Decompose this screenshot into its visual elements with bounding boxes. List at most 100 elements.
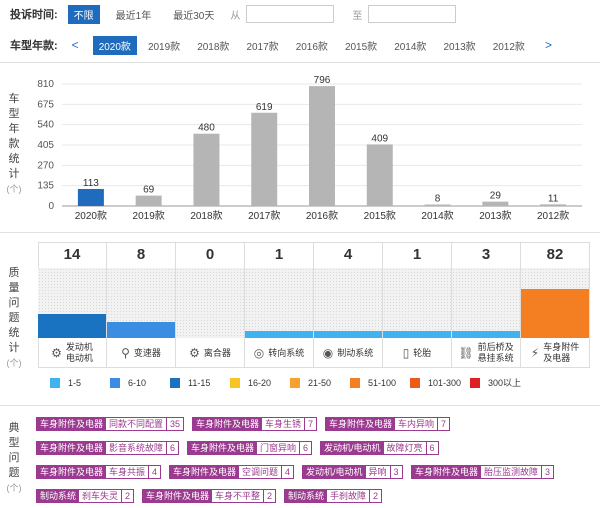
year-chart-label: 车 型 年 款 统 计 (个) <box>6 92 22 197</box>
typical-problem-tag[interactable]: 车身附件及电器 胎压监测故障 3 <box>411 465 555 479</box>
bar[interactable] <box>540 204 567 206</box>
category-name: 轮胎 <box>413 347 432 358</box>
category-icon: ⛓ <box>458 345 474 360</box>
time-option-30-days[interactable]: 最近30天 <box>173 10 215 22</box>
from-label: 从 <box>230 10 241 22</box>
time-option-1-year[interactable]: 最近1年 <box>115 10 152 22</box>
label-char: 统 <box>8 153 20 165</box>
tag-count: 7 <box>304 418 317 430</box>
quality-category[interactable]: 8 ⚲ 变速器 <box>107 242 176 368</box>
legend-label: 1-5 <box>68 377 82 388</box>
quality-category[interactable]: 1 ▯ 轮胎 <box>383 242 452 368</box>
category-icon: ⚲ <box>121 345 130 360</box>
quality-category[interactable]: 3 ⛓ 前后桥及 悬挂系统 <box>452 242 521 368</box>
year-option-2018[interactable]: 2018款 <box>197 41 230 53</box>
x-tick-label: 2012款 <box>537 209 569 222</box>
typical-problem-tag[interactable]: 制动系统 刹车失灵 2 <box>36 489 135 503</box>
category-count: 1 <box>412 246 422 263</box>
typical-problem-tag[interactable]: 车身附件及电器 同款不同配置 35 <box>36 417 185 431</box>
tag-name: 车身共振 <box>106 466 149 478</box>
tag-count: 2 <box>263 490 276 502</box>
category-fill-area <box>107 268 175 338</box>
category-name: 转向系统 <box>268 347 305 358</box>
tag-category: 车身附件及电器 <box>412 466 482 478</box>
tag-count: 6 <box>166 442 179 454</box>
bar[interactable] <box>424 204 451 207</box>
category-fill-bar <box>107 321 175 338</box>
legend-label: 300以上 <box>488 378 522 388</box>
tag-name: 车身不平整 <box>212 490 264 502</box>
year-option-2012[interactable]: 2012款 <box>492 41 525 53</box>
divider <box>0 62 600 63</box>
time-filter-row: 投诉时间: 不限 最近1年 最近30天 从 至 <box>10 4 457 24</box>
typical-problem-tag[interactable]: 发动机/电动机 异响 3 <box>302 465 403 479</box>
legend-item: 300以上 <box>470 376 530 389</box>
typical-problem-tag[interactable]: 车身附件及电器 车身不平整 2 <box>142 489 277 503</box>
typical-problem-tag[interactable]: 车身附件及电器 门窗异响 6 <box>187 441 313 455</box>
y-tick-label: 135 <box>37 181 54 192</box>
typical-problem-tag[interactable]: 车身附件及电器 空调问题 4 <box>169 465 295 479</box>
quality-label: 质 量 问 题 统 计 (个) <box>6 266 22 371</box>
typical-problem-tag[interactable]: 车身附件及电器 车身共振 4 <box>36 465 162 479</box>
category-fill-area <box>383 268 451 338</box>
legend-item: 101-300 <box>410 376 470 389</box>
legend-label: 101-300 <box>428 377 462 388</box>
quality-category[interactable]: 82 ⚡ 车身附件 及电器 <box>521 242 590 368</box>
year-option-2013[interactable]: 2013款 <box>443 41 476 53</box>
bar-value-label: 409 <box>371 133 388 144</box>
tag-name: 刹车失灵 <box>79 490 122 502</box>
bar-value-label: 29 <box>490 191 502 202</box>
typical-problem-tag[interactable]: 车身附件及电器 车身生锈 7 <box>192 417 318 431</box>
time-option-all[interactable]: 不限 <box>67 4 100 24</box>
category-fill-area <box>314 268 382 338</box>
legend-label: 6-10 <box>128 377 147 388</box>
category-count: 8 <box>136 246 146 263</box>
bar[interactable] <box>482 201 509 206</box>
y-tick-label: 675 <box>37 99 54 110</box>
bar-value-label: 619 <box>256 102 273 113</box>
x-tick-label: 2013款 <box>479 209 511 222</box>
legend-item: 6-10 <box>110 376 170 389</box>
next-year-arrow[interactable]: > <box>544 38 552 52</box>
category-fill-area <box>38 268 106 338</box>
tag-category: 制动系统 <box>285 490 328 502</box>
tag-category: 车身附件及电器 <box>326 418 396 430</box>
bar[interactable] <box>251 112 278 206</box>
year-option-2015[interactable]: 2015款 <box>344 41 378 53</box>
bar[interactable] <box>193 133 220 206</box>
tag-category: 制动系统 <box>37 490 80 502</box>
prev-year-arrow[interactable]: < <box>71 38 79 52</box>
year-option-2019[interactable]: 2019款 <box>147 41 181 53</box>
label-char: 题 <box>8 312 20 324</box>
bar[interactable] <box>135 195 162 206</box>
tag-name: 车内异响 <box>395 418 438 430</box>
typical-problem-tag[interactable]: 车身附件及电器 影音系统故障 6 <box>36 441 180 455</box>
year-option-2020[interactable]: 2020款 <box>92 35 137 55</box>
year-bar-chart: 0 135 270 405 540 675 810 113 2020款 69 2019款 480 201… <box>37 75 582 222</box>
year-option-2016[interactable]: 2016款 <box>295 41 328 53</box>
typical-problem-tag[interactable]: 制动系统 手刹故障 2 <box>284 489 383 503</box>
quality-category[interactable]: 0 ⚙ 离合器 <box>176 242 245 368</box>
label-char: 量 <box>8 282 20 294</box>
from-date-input[interactable] <box>246 5 335 23</box>
to-date-input[interactable] <box>368 5 457 23</box>
label-char: 问 <box>8 452 20 464</box>
typical-problem-tag[interactable]: 车身附件及电器 车内异响 7 <box>325 417 451 431</box>
tag-name: 异响 <box>365 466 390 478</box>
bar[interactable] <box>309 86 335 206</box>
bar[interactable] <box>366 144 393 206</box>
x-tick-label: 2018款 <box>190 209 222 222</box>
legend: 1-5 6-10 11-15 16-20 21-50 51-100 101-300 300以上 <box>50 376 530 389</box>
typical-problem-tag[interactable]: 发动机/电动机 故障灯亮 6 <box>320 441 439 455</box>
label-char: 质 <box>8 267 20 279</box>
category-name: 发动机 电动机 <box>65 342 93 363</box>
quality-category[interactable]: 1 ◎ 转向系统 <box>245 242 314 368</box>
quality-category[interactable]: 4 ◉ 制动系统 <box>314 242 383 368</box>
label-char: 计 <box>8 342 20 354</box>
label-unit: (个) <box>6 358 22 368</box>
label-char: 典 <box>8 422 20 434</box>
year-option-2014[interactable]: 2014款 <box>394 41 427 53</box>
year-option-2017[interactable]: 2017款 <box>246 41 279 53</box>
bar[interactable] <box>77 188 104 206</box>
quality-category[interactable]: 14 ⚙ 发动机 电动机 <box>38 242 107 368</box>
